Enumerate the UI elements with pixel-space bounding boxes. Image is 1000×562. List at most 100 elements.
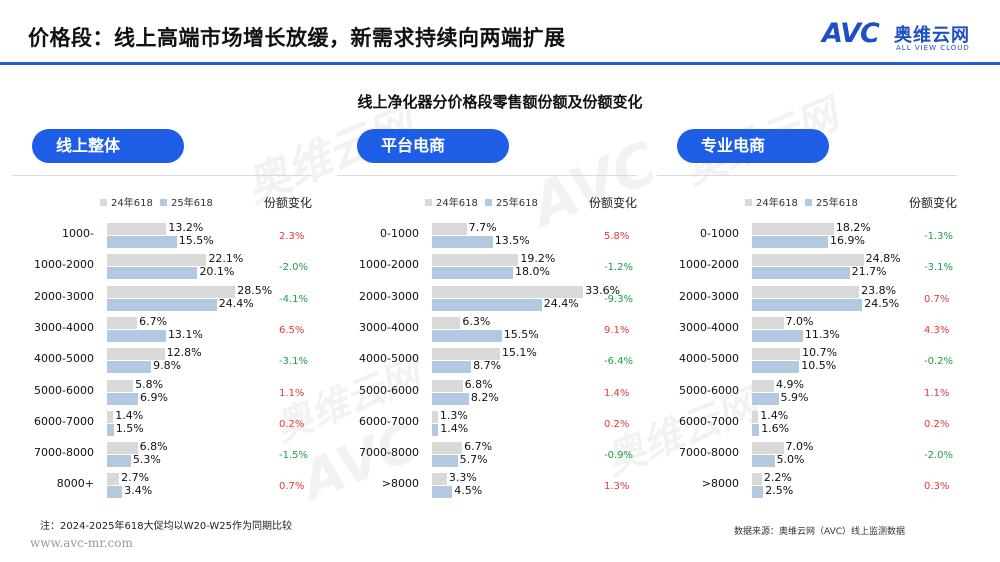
category-label: >8000 (381, 477, 419, 491)
watermark: AVC (522, 128, 667, 239)
data-label-2024: 6.7% (464, 440, 493, 454)
data-label-2024: 7.0% (785, 440, 814, 454)
data-label-2025: 2.5% (765, 484, 794, 498)
share-change-label: -4.1% (279, 293, 309, 305)
data-label-2024: 2.7% (121, 471, 150, 485)
data-label-2025: 15.5% (503, 327, 539, 341)
watermark-logo: AVC (521, 128, 667, 240)
data-label-2024: 23.8% (861, 283, 897, 297)
logo-english-name: ALL VIEW CLOUD (896, 44, 970, 52)
bar-2025 (752, 298, 863, 311)
data-label-2025: 5.0% (776, 453, 805, 467)
bar-2024 (432, 410, 438, 423)
share-change-label: 0.2% (924, 418, 950, 430)
bar-2025 (107, 486, 123, 499)
bar-2025 (107, 423, 114, 436)
legend-item-2025: 25年618 (160, 194, 213, 209)
category-label: 3000-4000 (34, 320, 94, 334)
data-label-2025: 6.9% (140, 390, 168, 404)
bar-2024 (107, 348, 165, 361)
chart-title: 线上净化器分价格段零售额份额及份额变化 (357, 93, 643, 111)
data-label-2024: 4.9% (776, 377, 804, 391)
data-label-2024: 5.8% (135, 377, 164, 391)
category-label: 1000- (62, 227, 94, 240)
bar-2024 (752, 348, 801, 361)
legend-swatch-2024 (745, 199, 752, 206)
category-label: >8000 (701, 477, 739, 491)
data-label-2024: 7.7% (468, 221, 497, 234)
category-label: 7000-8000 (359, 446, 419, 460)
data-label-2024: 6.8% (139, 440, 168, 454)
category-label: 2000-3000 (359, 289, 419, 303)
bar-2025 (752, 423, 760, 436)
change-column-header: 份额变化 (589, 196, 638, 210)
change-column-header: 份额变化 (264, 196, 313, 210)
data-label-2025: 1.6% (761, 421, 790, 435)
share-change-label: 2.3% (279, 231, 305, 242)
category-label: 2000-3000 (679, 289, 739, 303)
bar-2025 (107, 267, 198, 280)
legend-swatch-2024 (425, 199, 432, 206)
data-label-2024: 3.3% (448, 471, 477, 485)
share-change-label: 9.1% (604, 324, 630, 336)
bar-2025 (752, 392, 779, 405)
bar-2024 (432, 442, 463, 455)
share-change-label: -0.2% (924, 356, 954, 368)
share-change-label: -1.5% (279, 450, 309, 462)
bar-2024 (107, 442, 138, 455)
bar-2024 (432, 348, 500, 361)
data-label-2024: 13.2% (168, 221, 204, 234)
category-label: 6000-7000 (359, 414, 419, 428)
data-label-2025: 1.4% (440, 421, 469, 435)
share-change-label: 1.4% (604, 387, 630, 399)
share-change-label: -6.4% (604, 356, 634, 368)
category-label: 3000-4000 (359, 320, 419, 334)
data-label-2025: 5.3% (132, 453, 161, 467)
category-label: 4000-5000 (679, 352, 739, 366)
data-label-2025: 8.7% (473, 359, 502, 373)
category-label: 4000-5000 (359, 352, 419, 366)
bar-2025 (752, 329, 803, 342)
bar-2025 (432, 236, 493, 248)
category-label: 7000-8000 (34, 446, 94, 460)
category-label: 5000-6000 (34, 383, 94, 397)
bar-2025 (432, 361, 472, 374)
category-label: 1000-2000 (359, 258, 419, 272)
category-label: 8000+ (56, 477, 94, 491)
data-label-2024: 19.2% (520, 252, 556, 266)
data-label-2024: 12.8% (166, 346, 202, 360)
bar-2024 (107, 410, 114, 423)
bar-2024 (752, 254, 864, 267)
data-label-2025: 4.5% (454, 484, 483, 498)
share-change-label: -3.1% (279, 356, 309, 368)
data-label-2024: 1.4% (760, 408, 789, 422)
bar-2025 (432, 392, 469, 405)
data-label-2025: 3.4% (124, 484, 153, 498)
share-change-label: 1.3% (604, 481, 630, 493)
logo-chinese-name: 奥维云网 (894, 25, 970, 46)
data-label-2024: 24.8% (865, 252, 901, 266)
share-change-label: -2.0% (279, 262, 309, 274)
bar-2024 (432, 254, 519, 267)
data-label-2024: 1.4% (115, 408, 144, 422)
bar-2024 (752, 473, 762, 486)
legend-item-2025: 25年618 (805, 194, 858, 209)
legend-swatch-2024 (100, 199, 107, 206)
data-label-2024: 6.3% (462, 314, 491, 328)
avc-logo: AVC 奥维云网 ALL VIEW CLOUD (822, 18, 982, 58)
bar-2025 (752, 361, 800, 374)
share-change-label: -9.3% (604, 293, 634, 305)
category-label: 6000-7000 (679, 414, 739, 428)
bar-2025 (432, 486, 453, 499)
bar-2024 (752, 410, 759, 423)
bar-2024 (752, 379, 775, 392)
website-url: www.avc-mr.com (30, 536, 133, 550)
data-label-2025: 24.5% (864, 296, 900, 310)
legend-item-2024: 24年618 (745, 194, 798, 209)
panel-title-pill: 平台电商 (357, 129, 509, 163)
legend-swatch-2025 (160, 199, 167, 206)
share-change-label: 0.2% (279, 418, 305, 430)
data-label-2025: 24.4% (218, 296, 254, 310)
data-label-2025: 13.5% (494, 234, 530, 247)
data-label-2025: 8.2% (470, 390, 499, 404)
